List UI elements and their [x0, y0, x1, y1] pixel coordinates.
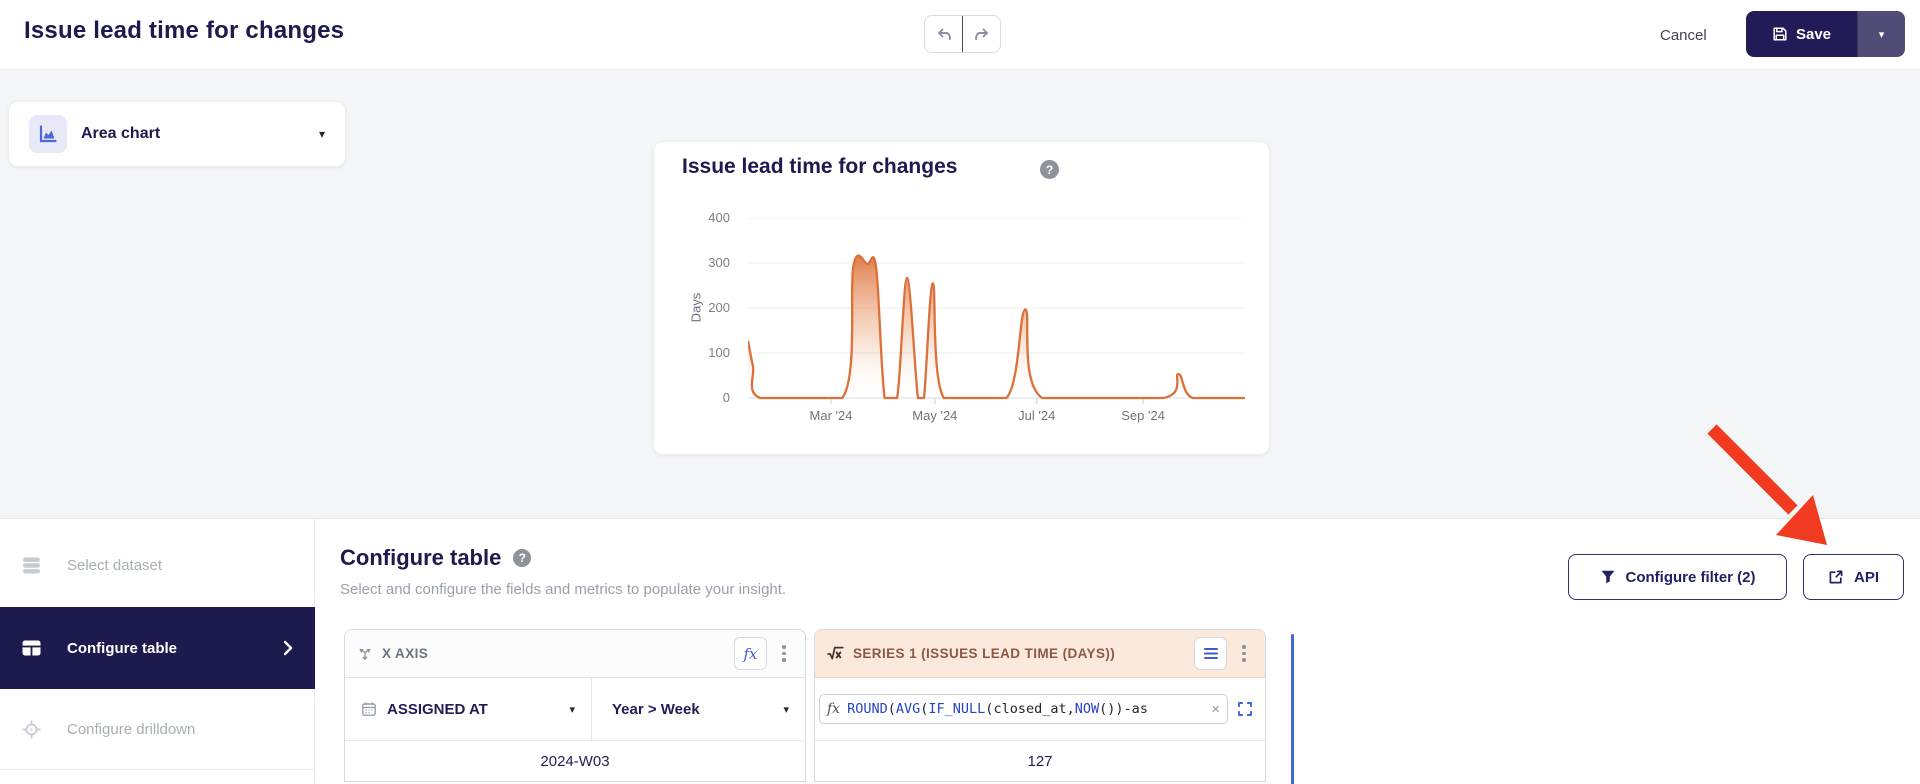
x-tick-label: Jul '24: [1018, 408, 1056, 423]
save-split-button: Save ▾: [1746, 11, 1905, 57]
help-icon[interactable]: ?: [513, 549, 532, 567]
save-label: Save: [1795, 25, 1832, 43]
y-axis-labels: 0 100 200 300 400: [688, 210, 740, 405]
series-1-header: SERIES 1 (ISSUES LEAD TIME (DAYS)): [815, 630, 1265, 678]
formula-input[interactable]: fx ROUND(AVG(IF_NULL(closed_at,NOW())-as…: [819, 694, 1228, 724]
top-bar: Issue lead time for changes Cancel Save …: [0, 0, 1920, 70]
fx-icon: fx: [743, 644, 758, 663]
x-axis-granularity-value: Year > Week: [612, 700, 700, 718]
sidebar-item-configure-drilldown[interactable]: Configure drilldown: [0, 689, 315, 769]
series-menu-button[interactable]: [1194, 637, 1227, 670]
chevron-down-icon: ▾: [318, 127, 325, 141]
filter-button-label: Configure filter (2): [1625, 568, 1756, 586]
calendar-icon: [362, 702, 376, 716]
chart-title: Issue lead time for changes: [682, 155, 958, 178]
cancel-button[interactable]: Cancel: [1648, 16, 1719, 54]
clear-formula-icon[interactable]: ×: [1211, 700, 1220, 718]
sidebar-item-label: Select dataset: [67, 557, 163, 574]
chevron-right-icon: [283, 640, 293, 656]
red-arrow-annotation: [1707, 424, 1827, 545]
save-options-button[interactable]: ▾: [1857, 11, 1905, 57]
x-axis-panel: X AXIS fx ASSIGNED AT ▾ Year > Week ▾ 20…: [344, 629, 806, 782]
undo-button[interactable]: [925, 16, 962, 52]
fx-icon: fx: [827, 701, 841, 717]
menu-icon: [1203, 648, 1218, 659]
y-axis-title: Days: [688, 292, 704, 323]
undo-redo-group: [924, 15, 1001, 53]
help-icon[interactable]: ?: [1040, 160, 1059, 179]
x-tick-label: Mar '24: [809, 408, 853, 423]
y-tick-label: 300: [708, 255, 730, 270]
x-axis-fx-button[interactable]: fx: [734, 637, 767, 670]
redo-button[interactable]: [963, 16, 1000, 52]
undo-icon: [937, 28, 951, 40]
configure-section: Select dataset Configure table Configure…: [0, 518, 1920, 784]
series-formula-row: fx ROUND(AVG(IF_NULL(closed_at,NOW())-as…: [815, 678, 1265, 741]
sidebar-item-label: Configure drilldown: [67, 720, 196, 738]
area-chart-plot: [748, 218, 1245, 404]
kebab-menu-icon[interactable]: [775, 645, 793, 662]
divider: [0, 769, 315, 770]
caret-down-icon: ▾: [569, 703, 575, 716]
column-insert-indicator[interactable]: [1291, 634, 1294, 784]
crosshair-icon: [22, 719, 41, 739]
floppy-icon: [1773, 27, 1787, 41]
chart-preview-card: Issue lead time for changes ? 0 100 200 300…: [653, 141, 1270, 455]
steps-sidebar: Select dataset Configure table Configure…: [0, 519, 315, 784]
series-1-sample-value: 127: [1027, 752, 1053, 770]
configure-heading-row: Configure table ?: [340, 545, 532, 571]
filter-icon: [1601, 570, 1614, 584]
configure-description: Select and configure the fields and metr…: [340, 581, 787, 598]
x-axis-granularity-select[interactable]: Year > Week ▾: [592, 678, 805, 740]
divider: [962, 16, 963, 52]
formula-expression: ROUND(AVG(IF_NULL(closed_at,NOW())-as: [847, 701, 1148, 717]
y-tick-label: 100: [708, 345, 730, 360]
x-axis-labels: Mar '24 May '24 Jul '24 Sep '24: [748, 408, 1245, 428]
table-icon: [22, 640, 41, 656]
database-icon: [23, 557, 40, 574]
y-tick-label: 400: [708, 210, 730, 225]
x-axis-title: X AXIS: [382, 646, 429, 661]
x-tick-label: Sep '24: [1121, 408, 1165, 423]
series-1-title: SERIES 1 (ISSUES LEAD TIME (DAYS)): [853, 646, 1116, 661]
axis-move-icon[interactable]: [357, 646, 373, 662]
expand-icon[interactable]: [1237, 701, 1253, 717]
redo-icon: [974, 28, 988, 40]
y-tick-label: 0: [722, 390, 730, 405]
external-link-icon: [1829, 570, 1843, 584]
area-chart-icon: [29, 115, 67, 153]
sidebar-item-label: Configure table: [67, 639, 178, 657]
x-axis-header: X AXIS fx: [345, 630, 805, 678]
kebab-menu-icon[interactable]: [1235, 645, 1253, 662]
api-button-label: API: [1853, 568, 1879, 586]
page-title: Issue lead time for changes: [24, 17, 345, 44]
chart-type-label: Area chart: [81, 125, 161, 142]
series-1-panel: SERIES 1 (ISSUES LEAD TIME (DAYS)) fx RO…: [814, 629, 1266, 782]
configure-filter-button[interactable]: Configure filter (2): [1568, 554, 1787, 600]
sqrt-x-icon: [827, 646, 844, 660]
x-axis-field-select[interactable]: ASSIGNED AT ▾: [345, 678, 592, 740]
save-button[interactable]: Save: [1746, 11, 1857, 57]
configure-heading: Configure table: [340, 545, 502, 570]
sidebar-item-select-dataset[interactable]: Select dataset: [0, 524, 315, 607]
x-axis-config-row: ASSIGNED AT ▾ Year > Week ▾: [345, 678, 805, 741]
x-tick-label: May '24: [912, 408, 958, 423]
api-button[interactable]: API: [1803, 554, 1904, 600]
caret-down-icon: ▾: [1878, 28, 1885, 41]
chart-type-selector[interactable]: Area chart ▾: [8, 101, 346, 167]
y-tick-label: 200: [708, 300, 730, 315]
caret-down-icon: ▾: [783, 703, 789, 716]
x-axis-field-value: ASSIGNED AT: [387, 700, 488, 718]
x-axis-sample-value: 2024-W03: [540, 752, 610, 770]
sidebar-item-configure-table[interactable]: Configure table: [0, 607, 315, 689]
